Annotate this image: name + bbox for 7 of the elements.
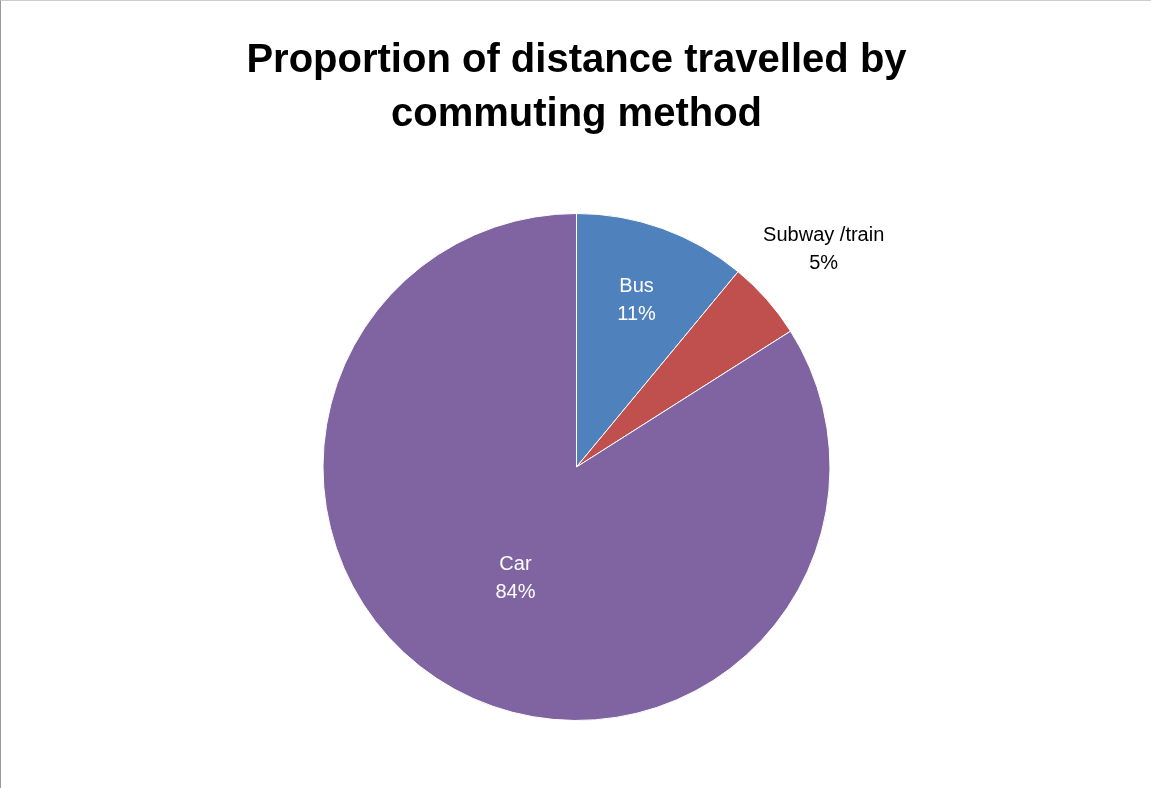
chart-title: Proportion of distance travelled by commuting method: [245, 35, 908, 136]
data-label: 5%: [809, 250, 839, 273]
slice-label: Bus: [619, 273, 654, 296]
data-label: 11%: [617, 301, 657, 324]
data-label: 84%: [495, 579, 536, 602]
slice-label: Subway /train: [763, 222, 885, 245]
slice-label: Car: [499, 551, 532, 574]
